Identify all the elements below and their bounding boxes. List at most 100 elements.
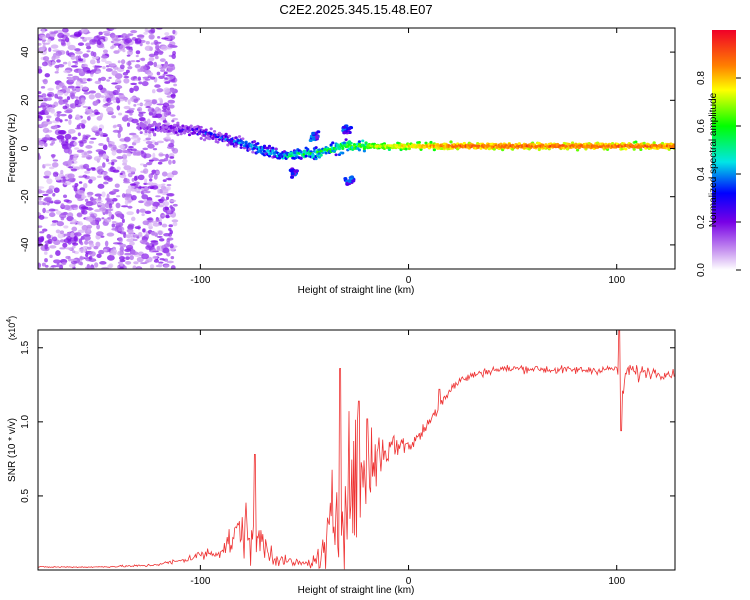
noise-mark [96, 59, 101, 64]
noise-mark [63, 238, 72, 243]
noise-mark [50, 108, 56, 114]
noise-mark [105, 158, 110, 162]
noise-mark [44, 244, 48, 250]
noise-mark [161, 223, 168, 228]
noise-mark [169, 75, 174, 79]
noise-mark [71, 96, 79, 99]
signal-mark [179, 132, 183, 136]
noise-mark [82, 105, 89, 108]
noise-mark [163, 63, 169, 69]
noise-mark [92, 198, 97, 201]
x-tick-label: 0 [406, 576, 412, 587]
noise-mark [72, 36, 79, 39]
noise-mark [90, 51, 95, 57]
noise-mark [151, 99, 158, 105]
noise-mark [89, 59, 96, 65]
noise-mark [73, 141, 78, 146]
noise-mark [68, 166, 74, 169]
noise-mark [167, 63, 175, 67]
noise-mark [71, 136, 78, 140]
noise-mark [158, 159, 166, 162]
noise-mark [154, 84, 161, 88]
noise-mark [130, 194, 137, 201]
noise-mark [102, 66, 106, 70]
noise-mark [145, 183, 152, 186]
colorbar-ticks: 0.0 0.2 0.4 0.6 0.8 [696, 71, 741, 277]
noise-mark [122, 181, 131, 184]
noise-mark [86, 50, 91, 53]
noise-mark [78, 181, 83, 184]
noise-mark [62, 242, 68, 248]
noise-mark [148, 57, 155, 62]
noise-mark [69, 154, 74, 161]
noise-mark [67, 247, 72, 251]
noise-mark [77, 132, 81, 137]
noise-mark [167, 43, 174, 48]
x-tick-label: -100 [190, 275, 210, 286]
spectrogram-panel: -100 0 100 -40 -20 0 20 40 Height of straight … [7, 27, 676, 296]
noise-mark [104, 240, 109, 247]
noise-mark [124, 46, 133, 49]
noise-mark [48, 208, 56, 212]
noise-mark [144, 178, 148, 183]
noise-mark [172, 159, 176, 165]
noise-mark [168, 104, 175, 109]
noise-mark [97, 165, 103, 170]
noise-mark [98, 142, 104, 146]
noise-mark [150, 186, 154, 190]
noise-mark [170, 256, 175, 260]
noise-mark [143, 99, 152, 102]
noise-mark [42, 43, 46, 50]
noise-mark [131, 118, 139, 124]
signal-mark [152, 132, 157, 136]
colorbar-tick-label: 0.2 [696, 215, 707, 229]
noise-mark [58, 172, 64, 178]
noise-mark [42, 78, 48, 85]
noise-mark [166, 260, 174, 264]
noise-mark [81, 86, 89, 91]
noise-mark [155, 64, 163, 69]
noise-mark [82, 57, 86, 63]
noise-mark [162, 247, 170, 254]
noise-mark [147, 133, 152, 138]
signal-mark [274, 147, 278, 151]
y-tick-label: 20 [20, 94, 31, 106]
signal-mark [251, 150, 255, 154]
signal-mark [329, 143, 333, 147]
signal-mark [314, 146, 318, 149]
noise-mark [44, 142, 48, 147]
noise-mark [94, 65, 98, 71]
noise-mark [120, 59, 126, 65]
noise-mark [54, 71, 59, 74]
noise-mark [166, 240, 171, 246]
noise-mark [62, 28, 68, 32]
noise-mark [81, 77, 88, 82]
noise-mark [124, 199, 129, 206]
noise-mark [52, 55, 60, 59]
noise-mark [172, 29, 176, 35]
signal-mark [299, 150, 303, 154]
noise-mark [67, 74, 73, 77]
noise-mark [70, 168, 78, 172]
noise-mark [73, 232, 82, 237]
noise-mark [88, 94, 95, 100]
noise-mark [38, 112, 45, 115]
snr-panel: -100 0 100 0.5 1.0 1.5 Height of straight li… [6, 316, 676, 596]
noise-mark [148, 34, 155, 40]
snr-plot-area [38, 330, 675, 570]
noise-mark [88, 113, 96, 117]
signal-mark [541, 143, 545, 147]
noise-mark [55, 84, 60, 90]
signal-mark [239, 143, 243, 147]
noise-mark [154, 55, 159, 60]
noise-mark [118, 255, 125, 261]
noise-mark [157, 263, 163, 268]
noise-mark [54, 176, 61, 181]
noise-mark [150, 28, 156, 34]
noise-mark [55, 50, 62, 57]
signal-mark [577, 146, 581, 150]
noise-mark [130, 148, 137, 152]
noise-mark [106, 79, 111, 82]
noise-mark [64, 118, 69, 122]
